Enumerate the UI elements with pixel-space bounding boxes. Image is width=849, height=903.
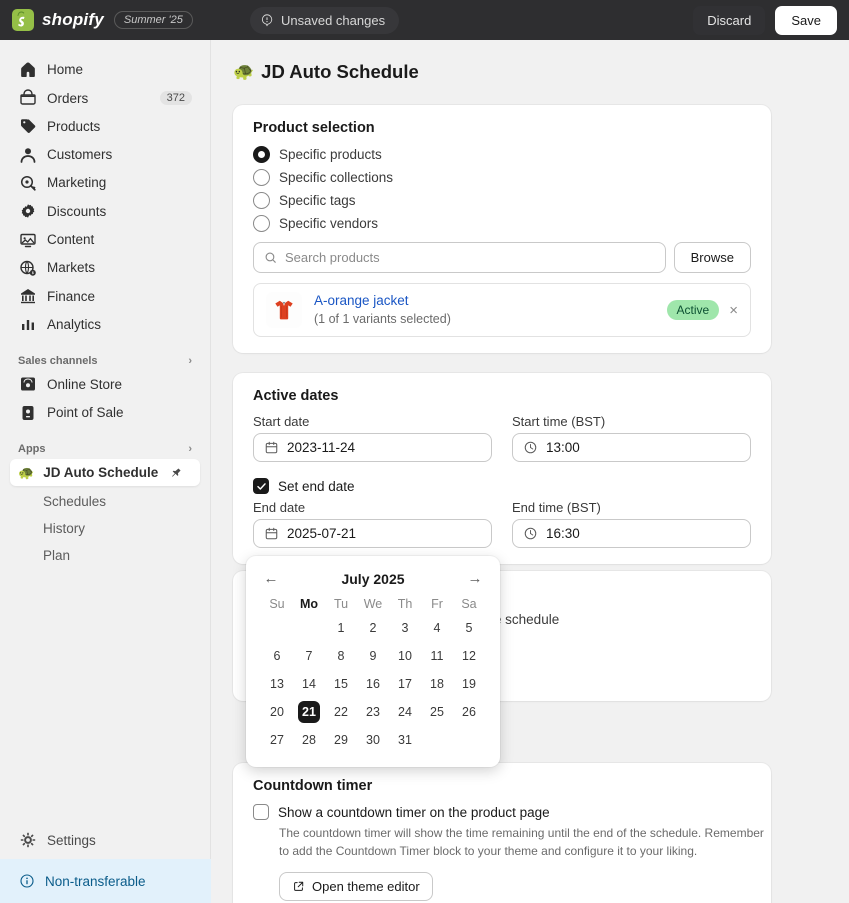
svg-text:$: $ bbox=[32, 271, 34, 275]
